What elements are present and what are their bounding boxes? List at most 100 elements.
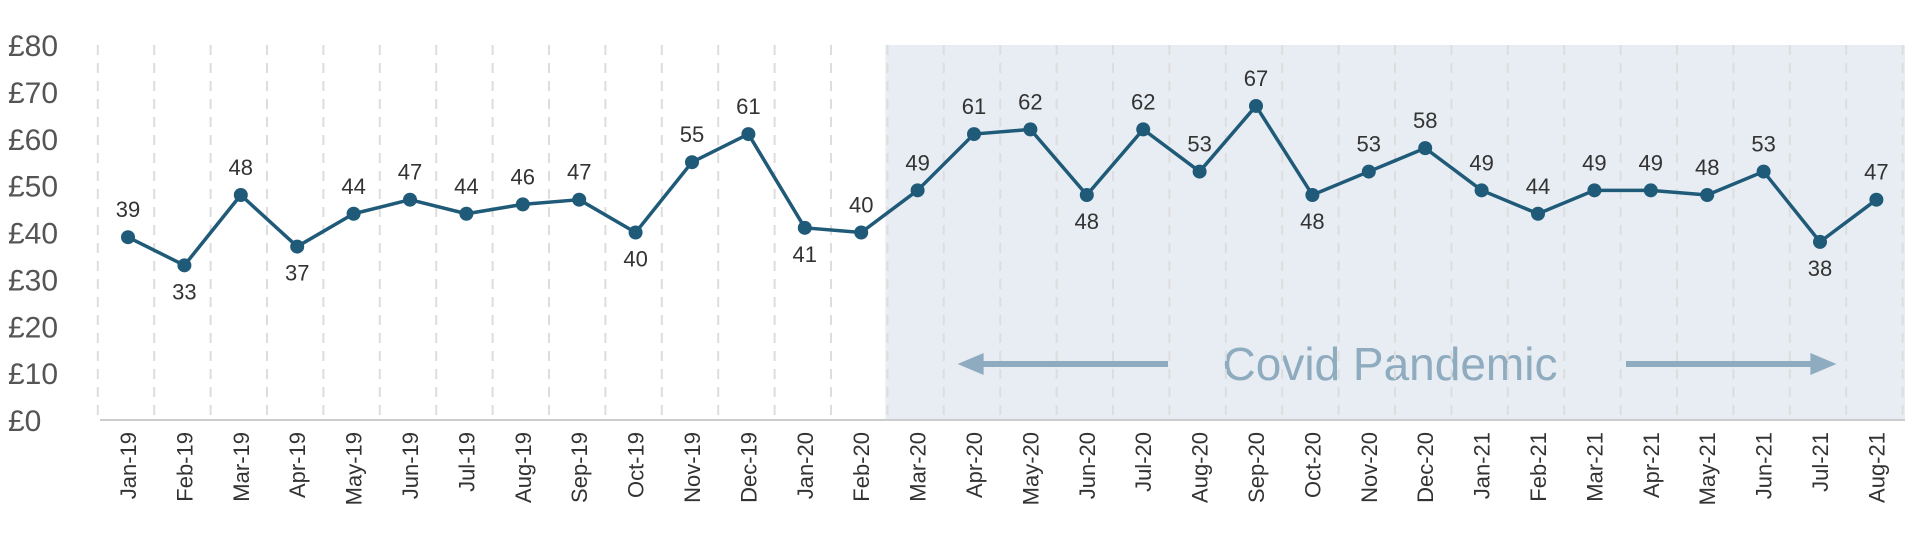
y-tick-label: £40 [8, 218, 58, 251]
data-label: 53 [1187, 132, 1211, 157]
data-label: 49 [1469, 150, 1493, 175]
x-tick-label: Mar-20 [906, 432, 931, 502]
x-tick-label: Jun-20 [1075, 432, 1100, 499]
x-tick-label: Aug-20 [1188, 432, 1213, 503]
data-label: 47 [567, 160, 591, 185]
data-point [1079, 188, 1094, 202]
data-label: 62 [1018, 89, 1042, 114]
x-tick-label: Oct-19 [624, 432, 649, 498]
x-tick-label: May-19 [342, 432, 367, 505]
data-label: 67 [1244, 66, 1268, 91]
data-point [1136, 122, 1151, 137]
data-point [854, 225, 869, 240]
x-tick-label: Mar-19 [229, 432, 254, 502]
data-point [1305, 188, 1320, 202]
x-tick-label: Mar-21 [1582, 432, 1607, 502]
x-tick-label: Feb-19 [172, 432, 197, 502]
data-point [628, 225, 643, 240]
series-line [127, 104, 1878, 268]
y-axis: £0 £10 £20 £30 £40 £50 £60 £70 £80 [8, 30, 58, 438]
x-tick-label: Jan-19 [116, 432, 141, 499]
x-tick-label: Nov-20 [1357, 432, 1382, 503]
data-label: 46 [511, 164, 535, 189]
data-point [910, 183, 925, 198]
data-point [967, 127, 981, 142]
y-tick-label: £50 [8, 171, 58, 204]
data-label: 53 [1751, 132, 1775, 157]
data-label: 44 [341, 174, 365, 199]
data-label: 47 [1864, 160, 1888, 185]
data-labels: 39 33 48 37 44 47 44 46 47 40 55 61 41 40 49 61 62 48 62 53… [116, 66, 1889, 304]
data-label: 48 [229, 155, 253, 180]
x-tick-label: May-20 [1018, 432, 1043, 505]
data-point [515, 197, 530, 212]
y-tick-label: £0 [8, 405, 41, 438]
data-point [797, 220, 812, 235]
data-label: 40 [623, 247, 647, 272]
x-tick-label: Sep-19 [567, 432, 592, 503]
data-point [290, 239, 305, 254]
data-point [685, 155, 699, 170]
x-tick-label: Jul-19 [454, 432, 479, 492]
data-point [1192, 164, 1207, 179]
x-tick-label: Dec-20 [1413, 432, 1438, 503]
x-tick-label: Apr-19 [285, 432, 310, 498]
y-tick-label: £80 [8, 30, 58, 63]
data-point [1361, 164, 1376, 179]
x-tick-label: Jun-19 [398, 432, 423, 499]
data-point [1587, 183, 1602, 198]
data-label: 48 [1300, 209, 1324, 234]
data-label: 49 [1639, 150, 1663, 175]
x-tick-label: Dec-19 [736, 432, 761, 503]
data-point [1249, 98, 1263, 113]
data-point [1700, 188, 1715, 202]
data-point [1756, 164, 1771, 179]
data-point [233, 188, 248, 202]
arrow-right-icon [1810, 353, 1837, 375]
x-tick-label: Jul-21 [1808, 432, 1833, 492]
data-point [459, 206, 474, 221]
x-tick-label: Sep-20 [1244, 432, 1269, 503]
data-point [1418, 141, 1433, 156]
x-tick-label: Jun-21 [1752, 432, 1777, 499]
data-label: 37 [285, 261, 309, 286]
data-label: 33 [172, 279, 196, 304]
data-label: 44 [454, 174, 478, 199]
band-label: Covid Pandemic [1223, 338, 1558, 390]
x-tick-label: Aug-21 [1864, 432, 1889, 503]
x-tick-label: Feb-21 [1526, 432, 1551, 502]
y-tick-label: £60 [8, 124, 58, 157]
data-label: 48 [1075, 209, 1099, 234]
data-point [1813, 234, 1827, 249]
x-tick-label: Jan-21 [1470, 432, 1495, 499]
data-label: 39 [116, 197, 140, 222]
data-label: 61 [736, 94, 760, 119]
data-label: 62 [1131, 89, 1155, 114]
data-label: 40 [849, 193, 873, 218]
y-tick-label: £20 [8, 311, 58, 344]
data-label: 49 [1582, 150, 1606, 175]
data-point [121, 230, 135, 245]
data-label: 55 [680, 122, 704, 147]
arrow-left-icon [957, 353, 984, 375]
data-label: 58 [1413, 108, 1437, 133]
data-label: 47 [398, 160, 422, 185]
data-point [1023, 122, 1038, 137]
data-label: 41 [793, 242, 817, 267]
series-line-path [127, 104, 1878, 268]
x-tick-label: Aug-19 [511, 432, 536, 503]
data-label: 44 [1526, 174, 1550, 199]
data-point [1474, 183, 1489, 198]
y-tick-label: £10 [8, 358, 58, 391]
data-point [741, 127, 756, 142]
data-point [572, 192, 587, 207]
data-point [1869, 192, 1884, 207]
x-tick-label: Oct-20 [1300, 432, 1325, 498]
x-tick-label: Apr-21 [1639, 432, 1664, 498]
x-tick-label: Apr-20 [962, 432, 987, 498]
x-tick-label: Jan-20 [793, 432, 818, 499]
x-tick-label: May-21 [1695, 432, 1720, 505]
data-label: 49 [905, 150, 929, 175]
data-point [403, 192, 417, 207]
